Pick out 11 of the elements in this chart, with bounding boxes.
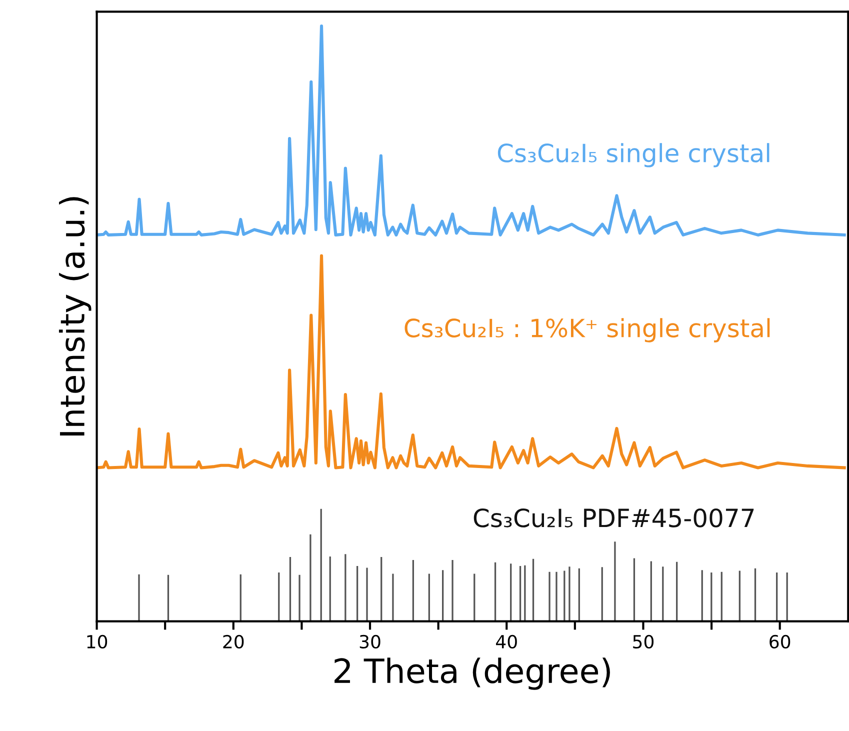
x-axis-title: 2 Theta (degree) xyxy=(334,658,610,690)
x-tick-label: 20 xyxy=(223,634,244,649)
x-tick-label: 30 xyxy=(360,634,380,649)
text: Cs₃Cu₂I₅ : 1%K⁺ single crystal xyxy=(404,318,770,342)
y-axis-title: Intensity (a.u.) xyxy=(58,197,92,436)
x-tick-label: 10 xyxy=(87,634,108,649)
x-tick-label: 60 xyxy=(770,634,790,649)
series-label: Cs₃Cu₂I₅ single crystal xyxy=(498,143,770,168)
x-tick-label: 40 xyxy=(496,634,517,649)
x-tick-label: 50 xyxy=(633,634,654,649)
series-label: Cs₃Cu₂I₅ PDF#45-0077 xyxy=(474,508,754,528)
